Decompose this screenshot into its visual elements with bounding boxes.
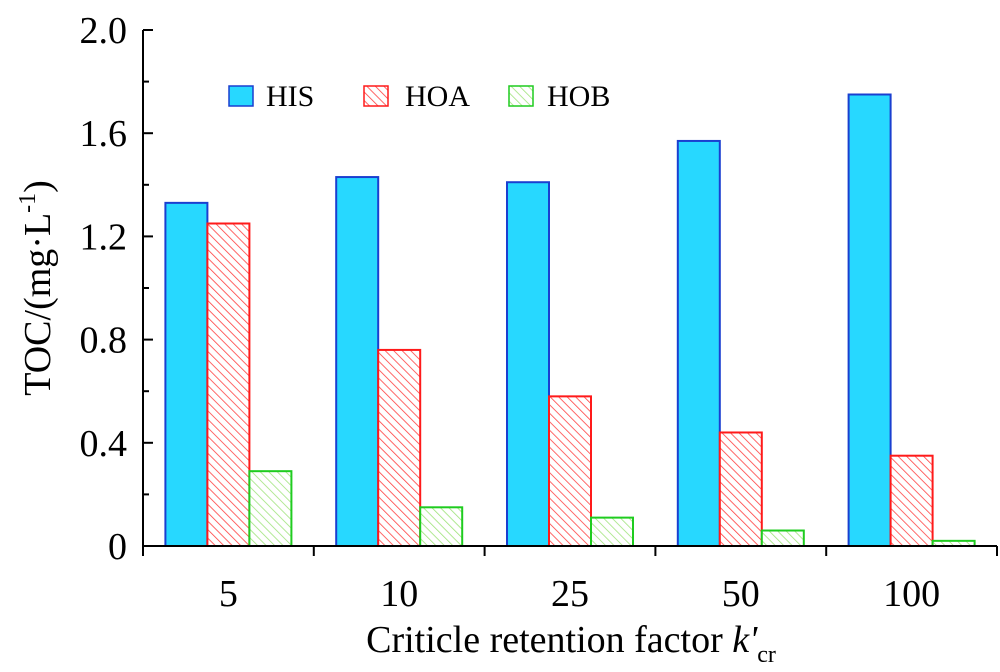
- bar-hoa-100: [889, 454, 934, 548]
- y-axis-title-suffix: ): [17, 180, 59, 193]
- legend-swatch-his: [228, 85, 254, 107]
- y-tick-label: 1.2: [80, 216, 128, 258]
- bars-group: [164, 93, 976, 548]
- legend-swatch-hoa: [363, 85, 389, 107]
- y-tick-label: 0.4: [80, 423, 128, 465]
- x-tick-label: 50: [722, 573, 760, 615]
- legend-label-hob: HOB: [547, 80, 610, 113]
- x-axis-title-italic: k': [732, 619, 758, 661]
- y-tick-label: 0: [108, 526, 127, 568]
- bar-hob-25: [590, 516, 634, 547]
- legend: HIS HOA HOB: [228, 80, 610, 113]
- bar-hoa-10: [377, 348, 422, 548]
- bar-hoa-50: [718, 431, 763, 548]
- bar-hob-50: [760, 529, 805, 548]
- bar-his-10: [335, 176, 380, 547]
- x-axis-title: Criticle retention factor k'cr: [366, 619, 776, 668]
- x-tick-label: 10: [380, 573, 418, 615]
- bar-his-25: [506, 181, 550, 547]
- x-tick-label: 5: [219, 573, 238, 615]
- bar-his-50: [676, 139, 721, 547]
- y-axis-title-prefix: TOC/(mg·L: [17, 213, 59, 396]
- bar-his-5: [164, 201, 209, 548]
- y-axis-title-superscript: -1: [15, 193, 41, 213]
- y-tick-label: 0.8: [80, 320, 128, 362]
- x-axis-title-subscript: cr: [757, 642, 776, 668]
- x-tick-label: 25: [551, 573, 589, 615]
- bar-his-100: [847, 93, 892, 547]
- legend-label-hoa: HOA: [405, 80, 470, 113]
- bar-hoa-25: [548, 395, 592, 547]
- y-axis-title: TOC/(mg·L-1): [15, 180, 59, 396]
- bar-hoa-5: [206, 222, 251, 547]
- bar-hob-10: [419, 506, 464, 547]
- y-tick-label: 1.6: [80, 113, 128, 155]
- ticks-group: 0 0.4 0.8 1.2 1.6 2.0 5 10 25 50 100: [80, 10, 998, 615]
- x-tick-label: 100: [883, 573, 940, 615]
- y-tick-label: 2.0: [80, 10, 128, 52]
- legend-label-his: HIS: [266, 80, 314, 113]
- x-axis-title-prefix: Criticle retention factor: [366, 619, 732, 661]
- bar-hob-5: [248, 470, 293, 547]
- legend-swatch-hob: [508, 85, 534, 107]
